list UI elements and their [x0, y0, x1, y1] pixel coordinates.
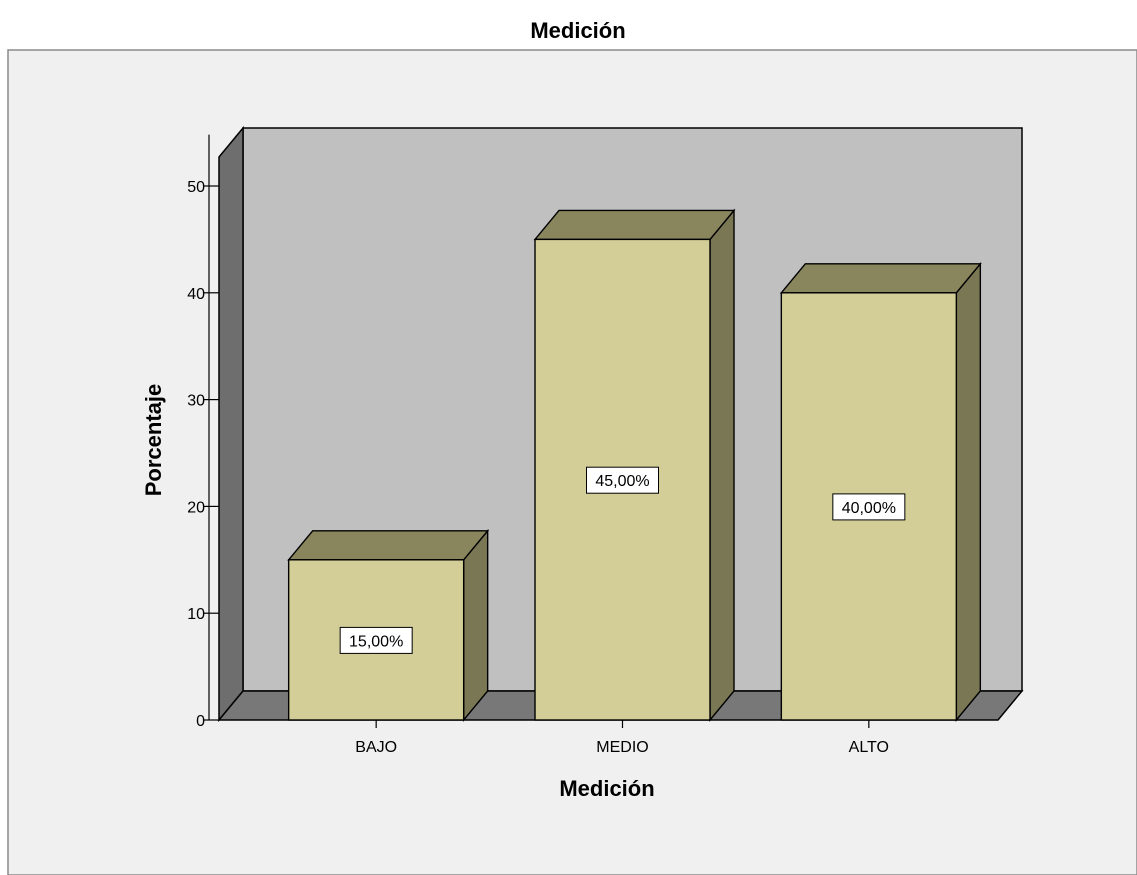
x-axis: BAJO MEDIO ALTO [355, 720, 889, 756]
chart-title: Medición [530, 18, 625, 43]
bar-top [779, 263, 982, 294]
data-label: 40,00% [842, 500, 896, 517]
bar-side [709, 208, 735, 722]
bar-side [462, 528, 489, 722]
data-label-box [586, 466, 659, 494]
y-tick-label: 10 [187, 606, 205, 623]
data-label-box [339, 626, 413, 654]
data-label-box [832, 493, 906, 521]
y-tick-label: 40 [187, 286, 205, 303]
y-tick-label: 50 [187, 179, 205, 196]
data-label: 45,00% [595, 473, 649, 490]
y-axis: 0 10 20 30 40 50 [187, 134, 219, 730]
data-label: 15,00% [349, 633, 403, 650]
y-tick-label: 30 [187, 393, 205, 410]
bar-bajo: 15,00% [287, 528, 490, 722]
bars-group: 15,00% 45,00% 40,00% [287, 208, 982, 722]
y-tick-label: 20 [187, 499, 205, 516]
x-tick-label: BAJO [355, 739, 397, 756]
y-tick-label: 0 [196, 713, 205, 730]
x-tick-label: MEDIO [596, 739, 648, 756]
bar-top [287, 530, 490, 561]
x-tick-label: ALTO [849, 739, 889, 756]
bar-alto: 40,00% [779, 261, 982, 722]
bar-medio: 45,00% [533, 208, 736, 722]
x-axis-title: Medición [559, 776, 654, 801]
bar-side [955, 261, 982, 722]
y-axis-title: Porcentaje [141, 384, 166, 497]
bar-top [533, 209, 736, 241]
plot-left-wall [218, 125, 244, 723]
